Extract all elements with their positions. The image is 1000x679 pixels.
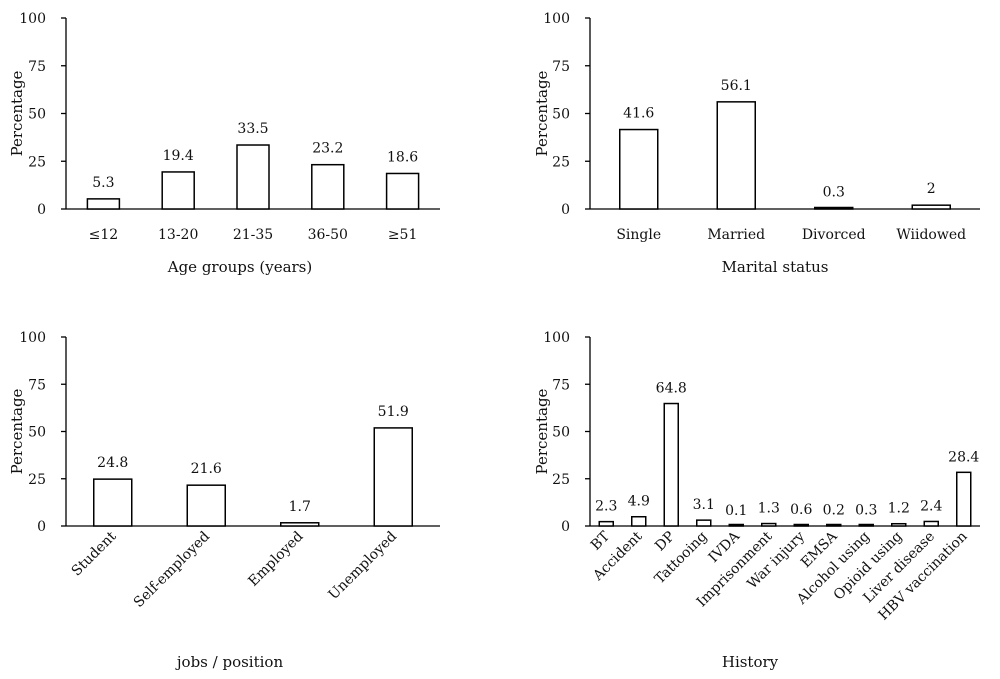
data-label: 1.2: [888, 501, 910, 517]
bar: [311, 163, 345, 210]
chart-panel-2: 0 25 50 75 100 Percentage 41.6 Single 56.1 Marrie…: [533, 11, 980, 276]
bar: [280, 522, 320, 527]
bar: [716, 101, 756, 210]
x-tick-label: 13-20: [158, 227, 198, 243]
y-tick-label: 100: [543, 11, 570, 27]
data-label: 0.1: [725, 503, 747, 519]
data-label: 2.4: [920, 498, 942, 514]
x-tick-label: Unemployed: [326, 528, 401, 603]
x-tick-label: DP: [652, 529, 678, 555]
y-tick-label: 75: [552, 59, 570, 75]
bar: [236, 144, 270, 210]
x-tick-label: ≤12: [89, 227, 119, 243]
y-tick-label: 50: [552, 107, 570, 123]
chart-panel-3: 0 25 50 75 100 Percentage 24.8 Student 21.6 Self-…: [8, 330, 440, 671]
y-tick-label: 25: [28, 472, 46, 488]
x-tick-label: Self-employed: [131, 528, 213, 610]
y-tick-label: 50: [28, 107, 46, 123]
data-label: 51.9: [378, 404, 409, 420]
y-tick-label: 75: [552, 377, 570, 393]
chart-panel-1: 0 25 50 75 100 Percentage 5.3 ≤12 19.4 13-20 33.5 2…: [8, 11, 440, 276]
x-tick-label: Married: [707, 227, 765, 243]
bar: [598, 520, 614, 527]
data-label: 0.2: [823, 503, 845, 519]
data-label: 1.7: [289, 499, 311, 515]
data-label: 23.2: [312, 141, 343, 157]
data-label: 3.1: [693, 497, 715, 513]
y-axis-title: Percentage: [533, 388, 551, 474]
bar: [696, 519, 712, 527]
y-tick-label: 0: [37, 202, 46, 218]
data-label: 0.3: [855, 502, 877, 518]
data-label: 5.3: [92, 175, 114, 191]
x-axis-title: jobs / position: [175, 653, 284, 671]
bar: [956, 471, 972, 527]
data-label: 1.3: [758, 501, 780, 517]
data-label: 56.1: [721, 78, 752, 94]
y-tick-label: 25: [552, 154, 570, 170]
bar: [891, 522, 907, 527]
bar: [761, 522, 777, 527]
x-tick-label: 36-50: [308, 227, 348, 243]
chart-panel-4: 0255075100Percentage2.3BT4.9Accident64.8…: [533, 330, 980, 671]
data-label: 0.6: [790, 502, 812, 518]
x-tick-label: Single: [616, 227, 661, 243]
data-label: 4.9: [628, 494, 650, 510]
x-tick-label: Employed: [245, 528, 306, 589]
y-tick-label: 100: [543, 330, 570, 346]
data-label: 24.8: [97, 455, 128, 471]
y-tick-label: 75: [28, 59, 46, 75]
x-tick-label: Student: [69, 528, 120, 579]
bar: [631, 515, 647, 527]
data-label: 0.3: [823, 184, 845, 200]
y-tick-label: 0: [37, 519, 46, 535]
data-label: 19.4: [163, 148, 194, 164]
x-tick-label: Divorced: [802, 227, 866, 243]
y-tick-label: 0: [561, 519, 570, 535]
data-label: 21.6: [191, 461, 222, 477]
bar: [619, 128, 659, 210]
x-axis-title: Marital status: [722, 258, 829, 276]
data-label: 2: [927, 181, 936, 197]
x-tick-label: 21-35: [233, 227, 273, 243]
y-axis-title: Percentage: [8, 388, 26, 474]
y-tick-label: 50: [552, 425, 570, 441]
bar: [728, 523, 744, 527]
bar: [826, 523, 842, 527]
data-label: 28.4: [948, 449, 979, 465]
bar: [161, 171, 195, 210]
data-label: 33.5: [237, 121, 268, 137]
y-axis-title: Percentage: [533, 70, 551, 156]
bar: [911, 204, 951, 210]
bar: [858, 523, 874, 527]
data-label: 18.6: [387, 149, 418, 165]
x-axis-title: Age groups (years): [167, 258, 312, 276]
bar: [793, 523, 809, 527]
bar: [385, 172, 420, 210]
y-tick-label: 75: [28, 377, 46, 393]
bar: [93, 478, 133, 527]
bar: [86, 198, 121, 210]
data-label: 64.8: [656, 381, 687, 397]
bar: [814, 206, 854, 210]
x-axis-title: History: [722, 653, 779, 671]
y-tick-label: 50: [28, 425, 46, 441]
y-tick-label: 25: [28, 154, 46, 170]
y-axis-title: Percentage: [8, 70, 26, 156]
x-tick-label: BT: [588, 528, 614, 554]
bar: [663, 402, 679, 527]
bar: [373, 427, 413, 527]
y-tick-label: 100: [19, 11, 46, 27]
data-label: 41.6: [623, 106, 654, 122]
bar: [923, 520, 939, 527]
x-tick-label: ≥51: [388, 227, 418, 243]
y-tick-label: 0: [561, 202, 570, 218]
y-tick-label: 100: [19, 330, 46, 346]
y-tick-label: 25: [552, 472, 570, 488]
data-label: 2.3: [595, 499, 617, 515]
bar: [186, 484, 226, 527]
x-tick-label: Wiidowed: [896, 227, 966, 243]
